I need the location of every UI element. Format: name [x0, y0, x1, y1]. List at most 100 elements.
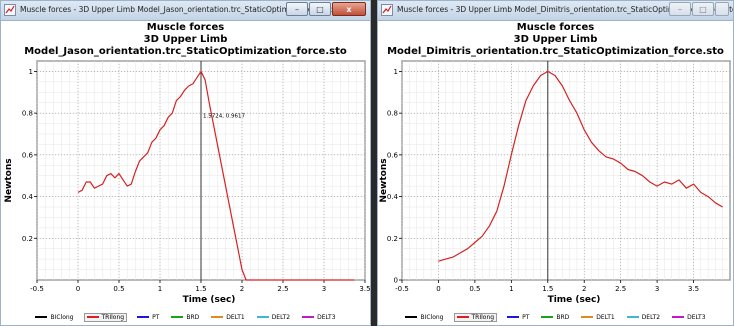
x-tick-label: 1: [158, 285, 162, 293]
y-tick-label: 0.8: [387, 110, 398, 118]
x-tick-label: 2.5: [277, 285, 288, 293]
legend-item-pt[interactable]: PT: [505, 314, 531, 321]
y-tick-label: 1: [394, 68, 398, 76]
legend-item-brd[interactable]: BRD: [539, 314, 571, 321]
legend-item-delt3[interactable]: DELT3: [670, 314, 707, 321]
plot-frame: [401, 60, 731, 281]
x-tick-label: 2.5: [615, 285, 626, 293]
x-tick-label: -0.5: [30, 285, 44, 293]
legend-item-biclong[interactable]: BIClong: [33, 314, 75, 321]
maximize-button[interactable]: □: [692, 2, 714, 16]
close-icon: x: [346, 4, 352, 14]
plot-window-right: Muscle forces - 3D Upper Limb Model_Dimi…: [377, 0, 734, 326]
x-tick-label: 1: [509, 285, 513, 293]
legend-label: DELT3: [317, 313, 336, 321]
legend-item-delt1[interactable]: DELT1: [579, 314, 616, 321]
y-tick-label: 0.4: [387, 193, 399, 201]
maximize-button[interactable]: □: [309, 2, 331, 16]
legend-item-delt3[interactable]: DELT3: [300, 314, 337, 321]
y-axis-label: Newtons: [379, 158, 389, 202]
plot-window-left: Muscle forces - 3D Upper Limb Model_Jaso…: [0, 0, 371, 326]
legend-label: DELT2: [271, 313, 291, 321]
x-tick-label: 2: [582, 285, 586, 293]
y-tick-label: 0.2: [22, 235, 33, 243]
maximize-icon: □: [316, 4, 324, 14]
close-button[interactable]: [715, 2, 729, 16]
y-tick-label: 0.8: [22, 110, 33, 118]
x-tick-label: 3: [655, 285, 659, 293]
window-titlebar[interactable]: Muscle forces - 3D Upper Limb Model_Jaso…: [1, 1, 370, 21]
legend-label: BRD: [186, 313, 200, 321]
plot-area[interactable]: -0.5 0 0.5 1 1.5 2 2.5 3 3.5 0.2 0.4 0.6 0.8 1 Time (s…: [1, 1, 371, 326]
x-axis-label: Time (sec): [548, 295, 601, 305]
chart-title-line-1: Muscle forces: [516, 22, 595, 33]
y-tick-label: 0.2: [387, 235, 398, 243]
x-tick-label: 1.5: [542, 285, 553, 293]
legend-item-delt2[interactable]: DELT2: [625, 314, 662, 321]
legend-swatch: [137, 316, 150, 318]
legend-swatch: [626, 316, 639, 318]
series-line-trilong: [438, 70, 723, 262]
chart-title-line-2: 3D Upper Limb: [513, 34, 598, 45]
x-tick-label: 2: [240, 285, 244, 293]
y-tick-label: 0: [394, 277, 398, 285]
legend-swatch: [581, 316, 594, 318]
legend-item-brd[interactable]: BRD: [169, 314, 201, 321]
legend-swatch: [672, 316, 685, 318]
minimize-button[interactable]: –: [286, 2, 308, 16]
series-line-trilong: [77, 70, 355, 281]
legend-swatch: [507, 316, 520, 318]
legend-swatch: [405, 316, 418, 318]
legend-swatch: [211, 316, 224, 318]
chart-title-line-1: Muscle forces: [146, 22, 225, 33]
legend-label: PT: [522, 313, 530, 321]
legend-item-delt1[interactable]: DELT1: [209, 314, 246, 321]
chart-title-line-3: Model_Dimitris_orientation.trc_StaticOpt…: [387, 46, 724, 57]
legend-label: DELT2: [641, 313, 661, 321]
x-tick-label: 1.5: [195, 285, 206, 293]
legend-label: DELT3: [687, 313, 706, 321]
x-tick-label: -0.5: [395, 285, 409, 293]
legend-label: DELT1: [226, 313, 245, 321]
legend-label: BIClong: [50, 313, 74, 321]
window-titlebar[interactable]: Muscle forces - 3D Upper Limb Model_Dimi…: [378, 1, 733, 21]
window-title: Muscle forces - 3D Upper Limb Model_Dimi…: [397, 5, 734, 14]
legend: BIClong TRIlong PT BRD DELT1 DELT2 DELT3: [378, 311, 733, 323]
legend-label: TRIlong: [101, 313, 125, 321]
minimize-button[interactable]: –: [669, 2, 691, 16]
app-icon: [381, 4, 393, 16]
window-title: Muscle forces - 3D Upper Limb Model_Jaso…: [20, 5, 351, 14]
x-axis-label: Time (sec): [183, 295, 236, 305]
window-gap: [371, 0, 377, 326]
legend-swatch: [541, 316, 554, 318]
legend-swatch: [456, 316, 469, 318]
legend-label: TRIlong: [471, 313, 495, 321]
legend: BIClong TRIlong PT BRD DELT1 DELT2 DELT3: [1, 311, 370, 323]
maximize-icon: □: [699, 4, 707, 14]
legend-swatch: [256, 316, 269, 318]
chart-title-line-3: Model_Jason_orientation.trc_StaticOptimi…: [24, 46, 347, 57]
y-tick-label: 1: [29, 68, 33, 76]
close-button[interactable]: x: [332, 2, 366, 16]
y-tick-label: 0.4: [22, 193, 34, 201]
legend-label: BRD: [556, 313, 570, 321]
app-icon: [4, 4, 16, 16]
legend-item-trilong[interactable]: TRIlong: [83, 312, 128, 322]
x-tick-label: 0.5: [469, 285, 480, 293]
legend-item-trilong[interactable]: TRIlong: [453, 312, 498, 322]
x-tick-label: 0: [436, 285, 440, 293]
y-tick-label: 0.6: [22, 151, 34, 159]
legend-swatch: [35, 316, 48, 318]
legend-item-delt2[interactable]: DELT2: [255, 314, 292, 321]
legend-item-biclong[interactable]: BIClong: [403, 314, 445, 321]
x-tick-label: 0.5: [113, 285, 124, 293]
x-tick-label: 3: [322, 285, 326, 293]
y-axis-label: Newtons: [4, 158, 14, 202]
minimize-icon: –: [295, 4, 299, 14]
chart-title-line-2: 3D Upper Limb: [143, 34, 228, 45]
legend-item-pt[interactable]: PT: [135, 314, 161, 321]
x-tick-label: 0: [76, 285, 80, 293]
legend-label: BIClong: [420, 313, 444, 321]
y-tick-label: 0.6: [387, 151, 399, 159]
